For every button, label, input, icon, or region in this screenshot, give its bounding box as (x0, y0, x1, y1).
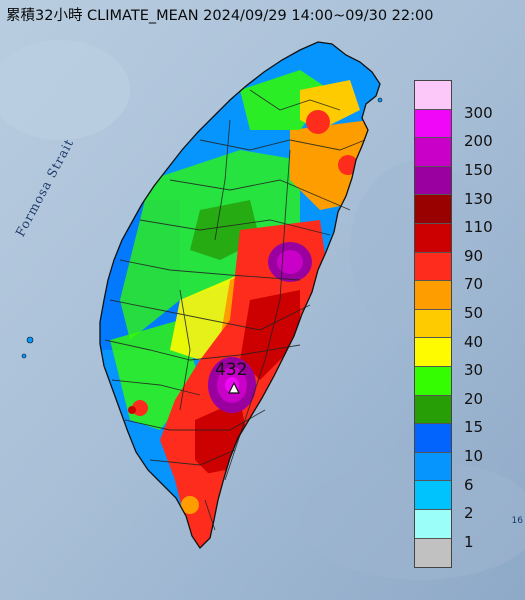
boundary-line (149, 449, 236, 466)
rain-spot (128, 406, 136, 414)
legend-swatch (415, 223, 451, 253)
legend-swatch (415, 424, 451, 453)
boundary-line (214, 119, 231, 241)
peak-value-label: 432 (215, 360, 248, 380)
boundary-line (199, 139, 366, 151)
triangle-peak-icon (228, 382, 240, 394)
legend-label: 1 (464, 532, 474, 551)
boundary-line (139, 219, 331, 236)
legend-swatch (415, 309, 451, 339)
rain-zone-south-orange (181, 496, 199, 514)
legend-swatch (415, 452, 451, 482)
sea-terrain-shade (300, 460, 525, 580)
legend-label: 40 (464, 332, 484, 351)
legend-label: 110 (464, 218, 493, 237)
legend-label: 70 (464, 275, 484, 294)
taiwan-outline (99, 41, 381, 550)
boundary-line (104, 339, 301, 361)
color-legend (414, 80, 452, 569)
legend-swatch (415, 338, 451, 367)
rain-zone-north-red (306, 110, 330, 134)
legend-label: 300 (464, 103, 493, 122)
legend-label: 10 (464, 446, 484, 465)
boundary-line (124, 409, 266, 431)
sea-terrain-shade (0, 40, 130, 140)
boundary-line (109, 299, 311, 331)
legend-swatch (415, 281, 451, 310)
legend-swatch (415, 138, 451, 167)
islet (377, 97, 383, 103)
legend-label: 2 (464, 504, 474, 523)
islet (26, 336, 34, 344)
legend-swatch (415, 366, 451, 396)
legend-swatch (415, 395, 451, 425)
legend-label: 50 (464, 303, 484, 322)
legend-label: 130 (464, 189, 493, 208)
legend-swatch (415, 481, 451, 510)
legend-swatch (415, 538, 451, 568)
boundary-line (169, 179, 351, 211)
boundary-line (224, 149, 291, 481)
rain-spot (132, 400, 148, 416)
legend-swatch (415, 252, 451, 282)
boundary-line (179, 289, 191, 411)
islet (21, 353, 27, 359)
legend-label: 20 (464, 389, 484, 408)
legend-swatch (415, 81, 451, 110)
legend-label: 6 (464, 475, 474, 494)
rain-zone-ne-red (338, 155, 358, 175)
rain-zone-darkred (240, 290, 300, 380)
boundary-line (111, 379, 201, 396)
legend-label: 30 (464, 361, 484, 380)
legend-label: 15 (464, 418, 484, 437)
legend-label: 90 (464, 246, 484, 265)
county-boundaries (104, 89, 366, 531)
legend-label: 200 (464, 132, 493, 151)
boundary-line (249, 89, 341, 111)
corner-mark: 16 (511, 516, 523, 526)
legend-label: 150 (464, 160, 493, 179)
legend-swatch (415, 195, 451, 224)
legend-swatch (415, 109, 451, 139)
legend-swatch (415, 509, 451, 539)
rain-max-north-inner (277, 250, 303, 274)
legend-swatch (415, 166, 451, 196)
map-title: 累積32小時 CLIMATE_MEAN 2024/09/29 14:00~09/… (6, 8, 434, 24)
boundary-line (119, 259, 301, 281)
